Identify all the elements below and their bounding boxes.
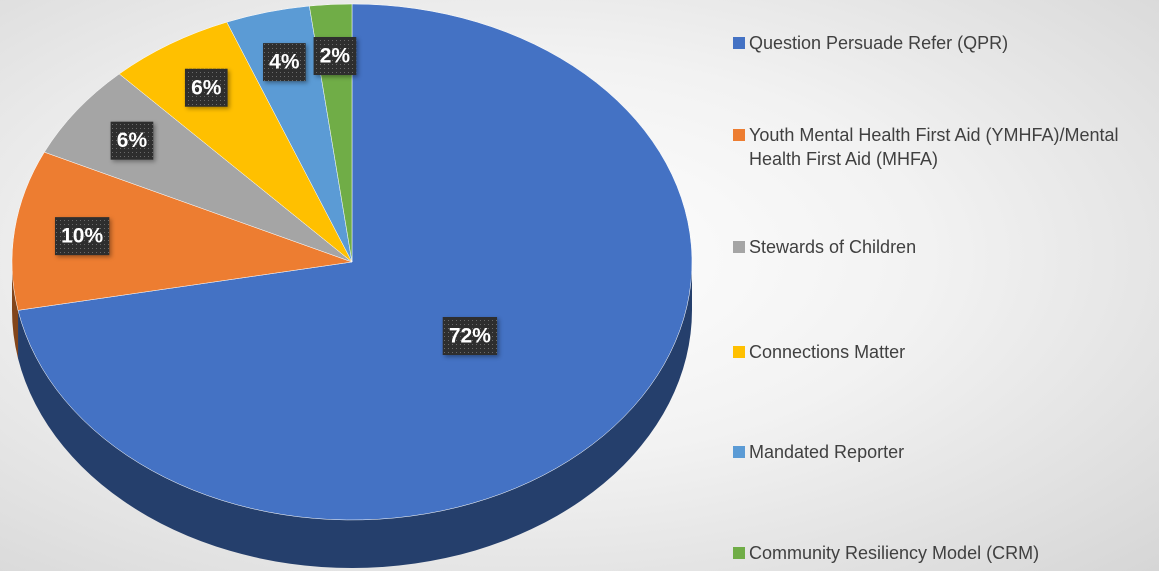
legend-item: Community Resiliency Model (CRM) <box>733 541 1153 565</box>
legend-swatch <box>733 346 745 358</box>
legend-swatch <box>733 446 745 458</box>
slice <box>43 73 353 263</box>
data-label: 72% <box>449 325 491 348</box>
slice <box>118 21 353 263</box>
legend-label: Connections Matter <box>749 342 906 362</box>
legend-label: Question Persuade Refer (QPR) <box>749 33 1009 53</box>
legend: Question Persuade Refer (QPR) Youth Menta… <box>733 0 1153 571</box>
data-label-box <box>263 43 306 82</box>
slice-side <box>18 262 692 568</box>
slice <box>17 3 693 521</box>
data-label: 6% <box>191 76 222 99</box>
legend-swatch <box>733 129 745 141</box>
legend-item: Connections Matter <box>733 340 1153 364</box>
data-label-box <box>110 121 154 160</box>
legend-item: Mandated Reporter <box>733 440 1153 464</box>
legend-swatch <box>733 241 745 253</box>
legend-swatch <box>733 547 745 559</box>
slice-side <box>12 262 19 359</box>
legend-label: Youth Mental Health First Aid (YMHFA)/Me… <box>749 125 1119 169</box>
data-label-box <box>54 217 110 256</box>
legend-label: Mandated Reporter <box>749 442 905 462</box>
data-label: 4% <box>269 51 300 74</box>
legend-item: Stewards of Children <box>733 235 1153 259</box>
legend-swatch <box>733 37 745 49</box>
slice <box>11 151 353 311</box>
data-label: 2% <box>320 45 351 68</box>
data-label: 10% <box>61 225 103 248</box>
legend-item: Question Persuade Refer (QPR) <box>733 31 1153 55</box>
data-label-box <box>442 317 498 356</box>
data-label-box <box>184 68 228 107</box>
legend-item: Youth Mental Health First Aid (YMHFA)/Me… <box>733 123 1153 171</box>
data-label-box <box>313 37 357 76</box>
pie-area: 72% 10% 6% 6% 4% 2% <box>11 3 693 568</box>
legend-label: Stewards of Children <box>749 237 917 257</box>
legend-label: Community Resiliency Model (CRM) <box>749 543 1040 563</box>
data-label: 6% <box>117 129 148 152</box>
